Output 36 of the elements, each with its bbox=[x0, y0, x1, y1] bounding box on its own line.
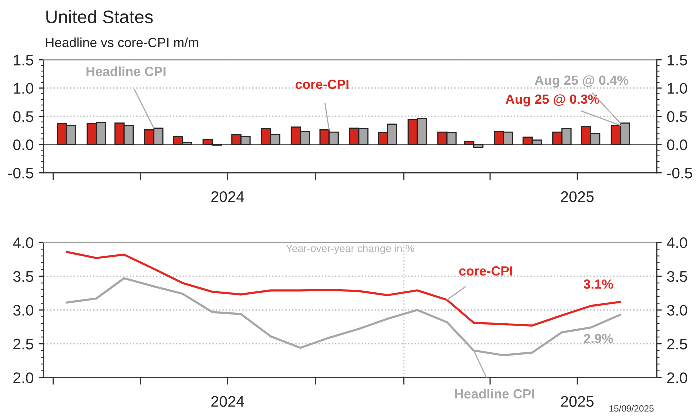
y-tick-label: 2.0 bbox=[14, 372, 34, 384]
chart-title: United States bbox=[46, 10, 153, 24]
annotation: Aug 25 @ 0.4% bbox=[535, 76, 629, 88]
annotation: Aug 25 @ 0.3% bbox=[506, 94, 600, 107]
text: 15/09/2025 bbox=[610, 405, 654, 412]
x-tick-label: 2025 bbox=[561, 192, 594, 202]
text: core-CPI bbox=[296, 80, 349, 90]
annotation: 3.1% bbox=[584, 280, 614, 290]
chart-subtitle: Headline vs core-CPI m/m bbox=[46, 38, 198, 48]
y-tick-label: 4.0 bbox=[13, 238, 34, 248]
y-tick-label: 2.5 bbox=[14, 338, 34, 350]
y-tick-label: 3.0 bbox=[13, 305, 34, 316]
x-tick-label: 2024 bbox=[212, 192, 244, 202]
text: core-CPI bbox=[459, 266, 512, 276]
text: Headline CPI bbox=[86, 66, 166, 76]
y-tick-label: 0.5 bbox=[13, 111, 34, 122]
y2-tick-label: 1.0 bbox=[668, 83, 688, 94]
y2-tick-label: 2.0 bbox=[668, 372, 688, 384]
y2-tick-label: 0.0 bbox=[667, 140, 688, 150]
y2-tick-label: 2.5 bbox=[668, 338, 688, 350]
y-tick-label: -0.5 bbox=[8, 168, 34, 179]
y2-tick-label: 4.0 bbox=[667, 238, 688, 248]
y2-tick-label: 0.5 bbox=[667, 111, 688, 122]
annotation: Year-over-year change in % bbox=[286, 244, 414, 254]
y-tick-label: 1.0 bbox=[14, 83, 34, 94]
y-tick-label: 3.5 bbox=[13, 271, 34, 282]
x-tick-label: 2025 bbox=[561, 396, 594, 408]
annotation: 2.9% bbox=[584, 334, 614, 344]
y2-tick-label: 3.5 bbox=[667, 271, 688, 282]
y2-tick-label: 3.0 bbox=[667, 305, 688, 316]
y2-tick-label: 1.5 bbox=[668, 55, 688, 66]
x-tick-label: 2024 bbox=[212, 396, 244, 408]
legend-label: Headline CPI bbox=[455, 389, 534, 399]
y2-tick-label: -0.5 bbox=[667, 168, 692, 179]
y-tick-label: 1.5 bbox=[14, 55, 34, 66]
y-tick-label: 0.0 bbox=[13, 140, 34, 150]
